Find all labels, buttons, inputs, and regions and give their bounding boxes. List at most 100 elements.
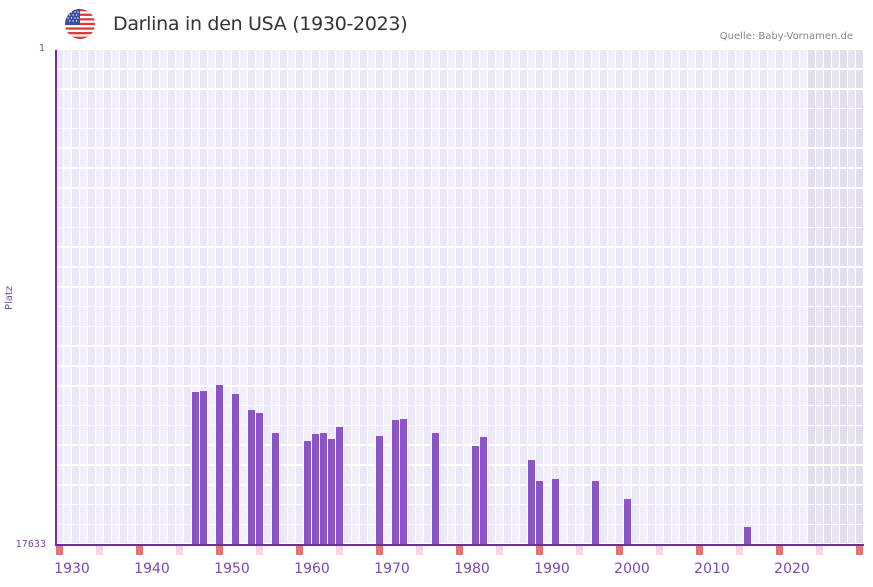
- bar-1960[interactable]: [312, 434, 319, 545]
- grid-cell: [176, 248, 183, 267]
- grid-cell: [192, 366, 199, 386]
- grid-cell: [264, 248, 271, 267]
- bar-1948[interactable]: [216, 384, 223, 545]
- grid-cell: [72, 188, 79, 207]
- grid-cell: [56, 89, 63, 108]
- bar-1945[interactable]: [192, 391, 199, 545]
- bar-1963[interactable]: [336, 427, 343, 545]
- grid-cell: [184, 129, 191, 148]
- grid-cell: [240, 307, 247, 326]
- grid-cell: [136, 426, 143, 445]
- bar-1961[interactable]: [320, 432, 327, 545]
- grid-cell: [816, 485, 823, 504]
- grid-cell: [712, 386, 719, 405]
- bar-1980[interactable]: [472, 446, 479, 545]
- grid-cell: [520, 69, 527, 89]
- grid-cell: [840, 168, 847, 188]
- grid-cell: [784, 287, 791, 306]
- grid-cell: [208, 307, 215, 326]
- grid-cell: [728, 485, 735, 504]
- bar-1962[interactable]: [328, 439, 335, 545]
- us-flag-icon: [65, 9, 95, 39]
- grid-cell: [240, 50, 247, 69]
- grid-cell: [296, 525, 303, 544]
- grid-cell: [80, 188, 87, 207]
- grid-cell: [352, 465, 359, 485]
- grid-cell: [528, 129, 535, 148]
- bar-1981[interactable]: [480, 437, 487, 545]
- grid-cell: [88, 327, 95, 346]
- grid-cell: [424, 465, 431, 485]
- bar-1999[interactable]: [624, 498, 631, 545]
- grid-cell: [792, 149, 799, 168]
- grid-cell: [712, 248, 719, 267]
- grid-cell: [792, 347, 799, 366]
- bar-1952[interactable]: [248, 409, 255, 545]
- grid-cell: [688, 366, 695, 386]
- grid-cell: [280, 485, 287, 504]
- grid-cell: [344, 446, 351, 465]
- grid-cell: [280, 208, 287, 227]
- grid-cell: [448, 168, 455, 188]
- grid-cell: [632, 109, 639, 128]
- bar-2014[interactable]: [744, 526, 751, 545]
- grid-cell: [112, 327, 119, 346]
- grid-cell: [456, 208, 463, 227]
- grid-cell: [576, 406, 583, 425]
- grid-cell: [72, 446, 79, 465]
- grid-cell: [224, 248, 231, 267]
- grid-cell: [824, 208, 831, 227]
- grid-cell: [320, 307, 327, 326]
- bar-1988[interactable]: [536, 480, 543, 545]
- bar-1950[interactable]: [232, 393, 239, 545]
- grid-cell: [456, 406, 463, 425]
- bar-1990[interactable]: [552, 478, 559, 545]
- grid-cell: [584, 69, 591, 89]
- grid-cell: [176, 446, 183, 465]
- bar-1975[interactable]: [432, 432, 439, 545]
- grid-cell: [656, 327, 663, 346]
- bar-1970[interactable]: [392, 420, 399, 545]
- grid-cell: [656, 307, 663, 326]
- bar-1971[interactable]: [400, 418, 407, 545]
- grid-cell: [176, 149, 183, 168]
- grid-cell: [584, 366, 591, 386]
- grid-cell: [384, 287, 391, 306]
- grid-cell: [120, 446, 127, 465]
- grid-cell: [768, 149, 775, 168]
- bar-1968[interactable]: [376, 436, 383, 545]
- grid-cell: [568, 188, 575, 207]
- bar-1959[interactable]: [304, 441, 311, 545]
- grid-cell: [664, 327, 671, 346]
- bar-1955[interactable]: [272, 432, 279, 545]
- grid-cell: [840, 208, 847, 227]
- grid-cell: [656, 406, 663, 425]
- grid-cell: [128, 347, 135, 366]
- bar-1987[interactable]: [528, 459, 535, 545]
- grid-cell: [584, 50, 591, 69]
- bar-1946[interactable]: [200, 390, 207, 545]
- grid-cell: [544, 69, 551, 89]
- grid-cell: [640, 228, 647, 247]
- grid-cell: [576, 386, 583, 405]
- grid-cell: [616, 89, 623, 108]
- bar-1995[interactable]: [592, 480, 599, 545]
- grid-cell: [760, 327, 767, 346]
- grid-cell: [568, 327, 575, 346]
- grid-cell: [352, 228, 359, 247]
- grid-cell: [112, 347, 119, 366]
- grid-cell: [600, 228, 607, 247]
- grid-cell: [344, 347, 351, 366]
- grid-cell: [408, 248, 415, 267]
- grid-cell: [232, 347, 239, 366]
- grid-cell: [744, 109, 751, 128]
- grid-cell: [328, 129, 335, 148]
- grid-cell: [200, 50, 207, 69]
- grid-cell: [744, 69, 751, 89]
- grid-cell: [656, 426, 663, 445]
- grid-cell: [616, 69, 623, 89]
- grid-cell: [488, 485, 495, 504]
- bar-1953[interactable]: [256, 413, 263, 545]
- grid-cell: [616, 149, 623, 168]
- grid-cell: [272, 109, 279, 128]
